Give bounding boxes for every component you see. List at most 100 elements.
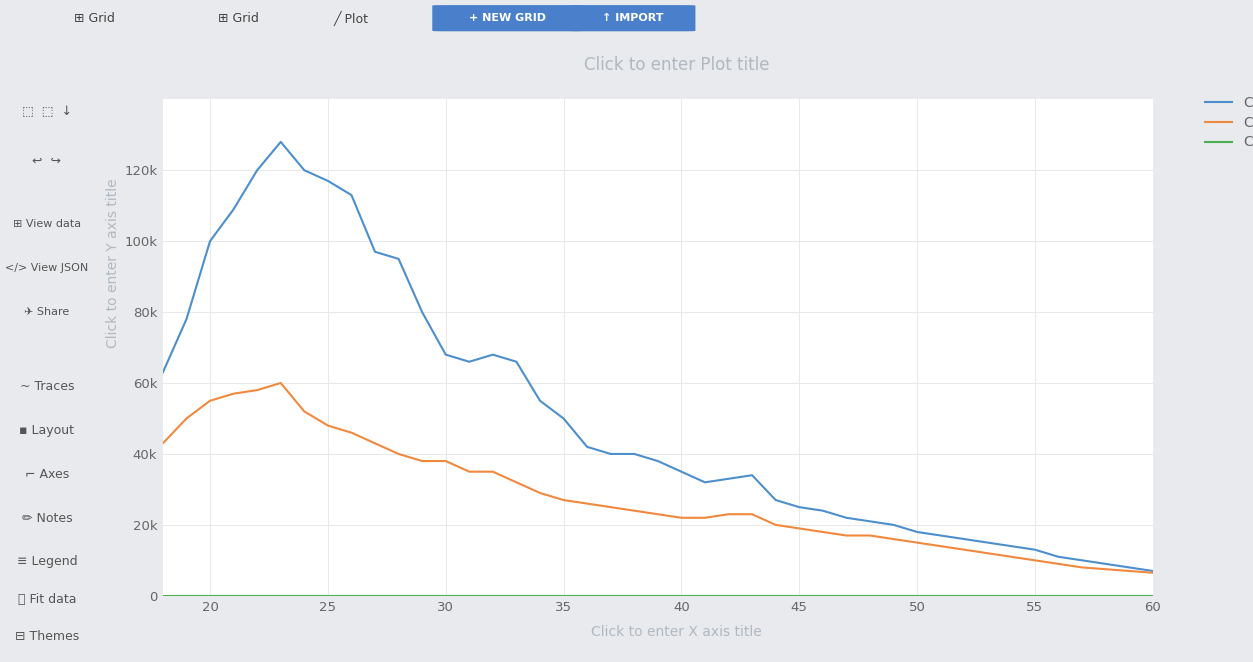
Col1 [980,539,995,547]
Col3 [273,379,288,387]
Col1 [273,138,288,146]
Col1 [367,248,382,256]
Text: ↑ IMPORT: ↑ IMPORT [601,13,664,23]
Col1 [249,166,264,174]
Col1 [155,368,170,376]
Col3 [838,532,853,540]
Text: ⊞ Grid: ⊞ Grid [218,12,258,24]
Col4 [768,592,783,600]
Col1 [439,351,454,359]
Col3 [910,539,925,547]
Text: ⌖ Fit data: ⌖ Fit data [18,593,76,606]
Col3 [462,467,477,475]
Text: ⊞ Grid: ⊞ Grid [74,12,114,24]
Text: Click to enter Y axis title: Click to enter Y axis title [105,178,120,348]
Col4 [155,592,170,600]
Col3 [816,528,831,536]
Col3 [439,457,454,465]
Col4 [838,592,853,600]
Col1 [816,506,831,514]
Col4 [439,592,454,600]
Text: ≡ Legend: ≡ Legend [16,555,78,569]
Col1 [462,357,477,365]
Col3 [155,440,170,448]
Col4 [1051,592,1066,600]
Col1 [1075,556,1090,564]
Col4 [297,592,312,600]
Col3 [1027,556,1042,564]
Col3 [249,386,264,394]
Col1 [391,255,406,263]
Col4 [321,592,336,600]
Col4 [485,592,500,600]
Col3 [650,510,665,518]
Col4 [626,592,642,600]
Text: ~ Traces: ~ Traces [20,380,74,393]
Col4 [603,592,618,600]
FancyBboxPatch shape [570,5,695,31]
Col4 [816,592,831,600]
Text: ╱ Plot: ╱ Plot [333,11,368,26]
Col4 [957,592,972,600]
Col3 [957,545,972,553]
Text: ✈ Share: ✈ Share [24,307,70,316]
Col3 [1121,567,1136,575]
Col1 [297,166,312,174]
Text: ▪ Layout: ▪ Layout [20,424,74,437]
Col1 [1098,560,1113,568]
Col1 [886,521,901,529]
Col4 [886,592,901,600]
Col1 [321,177,336,185]
Col3 [792,524,807,532]
Col4 [415,592,430,600]
FancyBboxPatch shape [432,5,583,31]
Col1 [957,535,972,543]
Col1 [674,467,689,475]
Col3 [367,440,382,448]
Col3 [179,414,194,422]
Col1 [203,237,218,245]
Col1 [1145,567,1160,575]
Col4 [273,592,288,600]
Col1 [744,471,759,479]
Col1 [838,514,853,522]
Col3 [862,532,877,540]
Col3 [674,514,689,522]
Col4 [980,592,995,600]
Col3 [698,514,713,522]
Col3 [391,450,406,458]
Col1 [533,397,548,404]
Col1 [179,315,194,323]
Line: Col3: Col3 [163,383,1153,573]
Text: Click to enter Plot title: Click to enter Plot title [584,56,769,74]
Text: ⬚  ⬚  ↓: ⬚ ⬚ ↓ [23,105,71,118]
Col3 [509,479,524,487]
Col1 [1027,545,1042,553]
Col4 [862,592,877,600]
Col3 [720,510,736,518]
Text: ⊟ Themes: ⊟ Themes [15,630,79,643]
Col3 [886,535,901,543]
Col3 [1075,563,1090,571]
Col4 [744,592,759,600]
Col4 [179,592,194,600]
Col4 [580,592,595,600]
Col3 [321,422,336,430]
Col4 [1121,592,1136,600]
Text: ⊞ View data: ⊞ View data [13,219,81,229]
Text: ↩  ↪: ↩ ↪ [33,155,61,168]
Col4 [367,592,382,600]
Col3 [556,496,571,504]
Col4 [1027,592,1042,600]
Col1 [226,205,241,213]
Col3 [768,521,783,529]
Col4 [226,592,241,600]
Col4 [249,592,264,600]
Col4 [1145,592,1160,600]
Col4 [933,592,949,600]
Col4 [1004,592,1019,600]
Col3 [1051,560,1066,568]
Col4 [509,592,524,600]
Col1 [910,528,925,536]
Col3 [1098,565,1113,573]
